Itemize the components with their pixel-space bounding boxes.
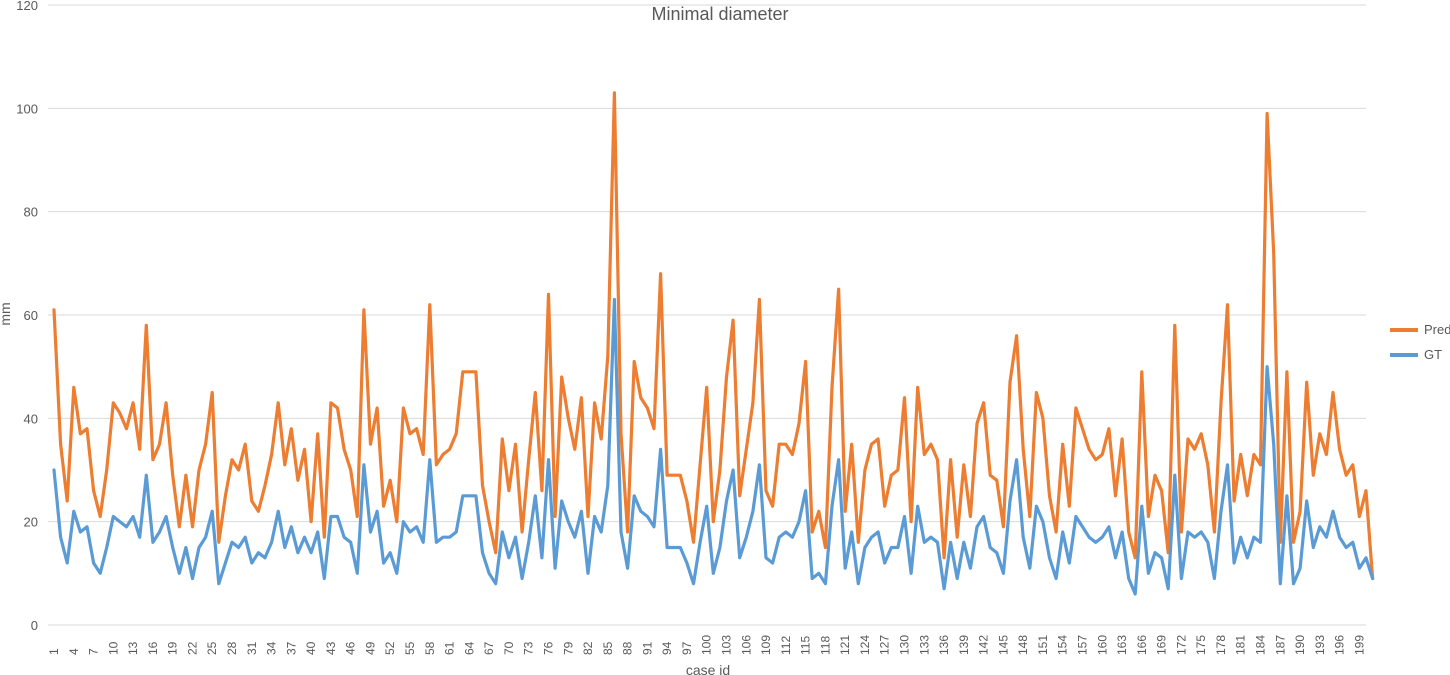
y-tick-label: 100 [16,101,38,116]
x-tick-label: 25 [205,641,219,655]
x-tick-label: 55 [403,641,417,655]
x-tick-label: 22 [185,641,199,655]
x-tick-label: 34 [265,641,279,655]
x-tick-label: 169 [1155,635,1169,655]
y-tick-label: 120 [16,0,38,13]
x-axis-ticks: 1 4 7 10 13 16 19 22 25 28 31 34 37 40 43 46 49 52 55 58 61 6… [47,635,1366,655]
x-tick-label: 61 [443,641,457,655]
x-tick-label: 67 [482,641,496,655]
x-tick-label: 46 [344,641,358,655]
x-tick-label: 73 [522,641,536,655]
x-tick-label: 64 [462,641,476,655]
x-tick-label: 70 [502,641,516,655]
x-tick-label: 127 [878,635,892,655]
legend: Pred GT [1390,322,1450,362]
chart-title: Minimal diameter [651,4,788,24]
x-tick-label: 97 [680,641,694,655]
y-tick-label: 20 [24,515,38,530]
x-axis-title: case id [686,662,730,675]
x-tick-label: 106 [739,635,753,655]
y-tick-label: 80 [24,205,38,220]
x-tick-label: 103 [719,635,733,655]
y-axis-ticks: 0 20 40 60 80 100 120 [16,0,38,633]
series-lines [52,91,1375,596]
x-tick-label: 112 [779,636,793,655]
x-tick-label: 154 [1056,635,1070,655]
series-line-pred [52,91,1375,581]
legend-label-pred: Pred [1424,322,1450,337]
y-axis-title: mm [0,302,13,325]
x-tick-label: 19 [166,641,180,655]
x-tick-label: 166 [1135,635,1149,655]
x-tick-label: 157 [1076,635,1090,655]
x-tick-label: 37 [284,641,298,655]
x-tick-label: 199 [1352,635,1366,655]
series-line-gt [52,297,1375,596]
x-tick-label: 7 [87,648,101,655]
x-tick-label: 85 [601,641,615,655]
x-tick-label: 91 [640,641,654,655]
y-tick-label: 0 [31,618,38,633]
x-tick-label: 160 [1095,635,1109,655]
x-tick-label: 58 [423,641,437,655]
x-tick-label: 40 [304,641,318,655]
x-tick-label: 133 [917,635,931,655]
x-tick-label: 175 [1194,635,1208,655]
x-tick-label: 130 [897,635,911,655]
x-tick-label: 10 [106,641,120,655]
x-tick-label: 43 [324,641,338,655]
x-tick-label: 142 [977,635,991,655]
x-tick-label: 139 [957,635,971,655]
x-tick-label: 136 [937,635,951,655]
x-tick-label: 79 [561,641,575,655]
x-tick-label: 109 [759,635,773,655]
x-tick-label: 163 [1115,635,1129,655]
x-tick-label: 31 [245,641,259,655]
x-tick-label: 181 [1234,635,1248,655]
x-tick-label: 193 [1313,635,1327,655]
x-tick-label: 151 [1036,635,1050,655]
x-tick-label: 4 [67,648,81,655]
x-tick-label: 76 [541,641,555,655]
x-tick-label: 178 [1214,635,1228,655]
x-tick-label: 172 [1174,635,1188,655]
y-tick-label: 60 [24,308,38,323]
x-tick-label: 16 [146,641,160,655]
x-tick-label: 184 [1254,635,1268,655]
x-tick-label: 52 [383,641,397,655]
x-tick-label: 115 [799,636,813,655]
x-tick-label: 13 [126,641,140,655]
x-tick-label: 124 [858,635,872,655]
y-tick-label: 40 [24,411,38,426]
x-tick-label: 190 [1293,635,1307,655]
x-tick-label: 118 [818,636,832,655]
x-tick-label: 49 [363,641,377,655]
x-tick-label: 187 [1273,635,1287,655]
x-tick-label: 82 [581,641,595,655]
x-tick-label: 100 [700,635,714,655]
x-tick-label: 121 [838,635,852,655]
x-tick-label: 148 [1016,635,1030,655]
x-tick-label: 94 [660,641,674,655]
x-tick-label: 196 [1333,635,1347,655]
x-tick-label: 28 [225,641,239,655]
legend-label-gt: GT [1424,347,1442,362]
x-tick-label: 145 [996,635,1010,655]
x-tick-label: 88 [621,641,635,655]
x-tick-label: 1 [47,648,61,655]
